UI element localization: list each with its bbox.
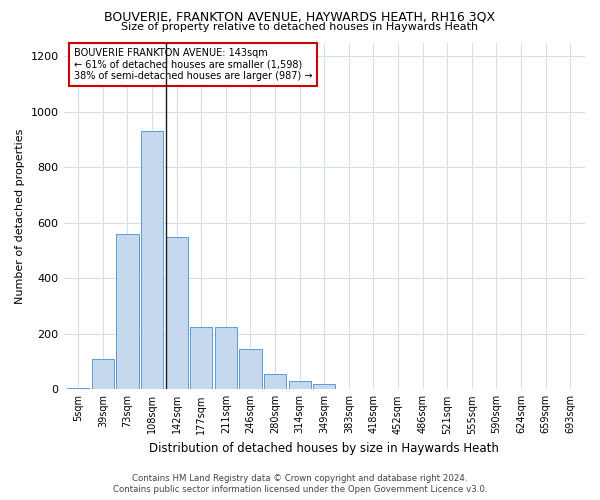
X-axis label: Distribution of detached houses by size in Haywards Heath: Distribution of detached houses by size …: [149, 442, 499, 455]
Bar: [239, 349, 262, 390]
Bar: [92, 359, 114, 390]
Bar: [313, 384, 335, 390]
Bar: [215, 327, 237, 390]
Bar: [264, 374, 286, 390]
Text: Size of property relative to detached houses in Haywards Heath: Size of property relative to detached ho…: [121, 22, 479, 32]
Text: Contains HM Land Registry data © Crown copyright and database right 2024.
Contai: Contains HM Land Registry data © Crown c…: [113, 474, 487, 494]
Bar: [116, 234, 139, 390]
Bar: [67, 388, 89, 390]
Y-axis label: Number of detached properties: Number of detached properties: [15, 128, 25, 304]
Text: BOUVERIE FRANKTON AVENUE: 143sqm
← 61% of detached houses are smaller (1,598)
38: BOUVERIE FRANKTON AVENUE: 143sqm ← 61% o…: [74, 48, 313, 81]
Bar: [190, 327, 212, 390]
Bar: [141, 132, 163, 390]
Text: BOUVERIE, FRANKTON AVENUE, HAYWARDS HEATH, RH16 3QX: BOUVERIE, FRANKTON AVENUE, HAYWARDS HEAT…: [104, 10, 496, 23]
Bar: [289, 381, 311, 390]
Bar: [166, 236, 188, 390]
